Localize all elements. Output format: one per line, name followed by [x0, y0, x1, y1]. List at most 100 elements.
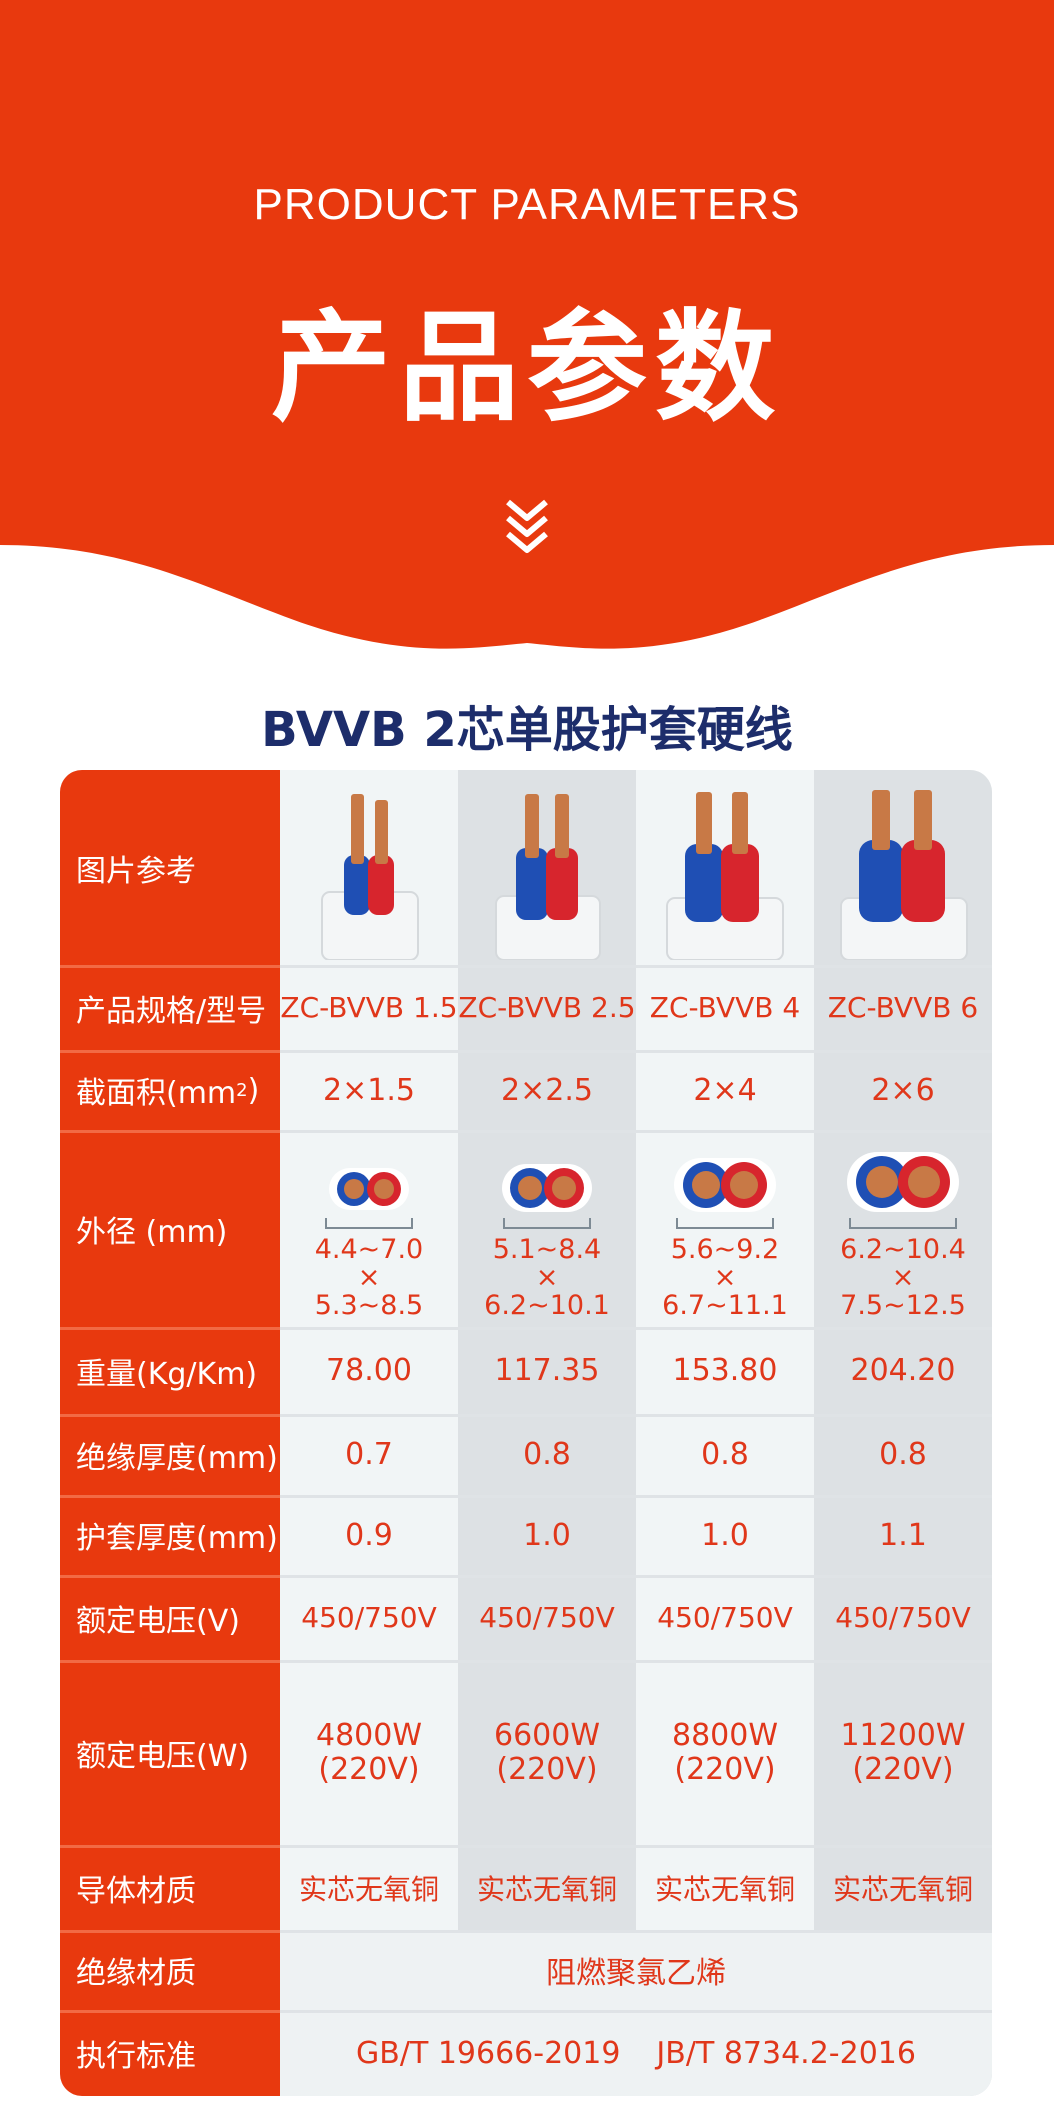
power-value: 8800W — [671, 1717, 778, 1753]
double-chevron-down-icon — [506, 499, 548, 553]
rowhead-divider — [60, 2010, 280, 2013]
diameter-range-b: 6.7~11.1 — [662, 1290, 788, 1321]
cable-cross-section-icon-4 — [847, 1152, 959, 1212]
spec-table: 图片参考 产品规格/型号 截面积(mm 2) 外径 (mm) 重量(Kg/Km) … — [60, 770, 992, 2096]
column-bg-1 — [280, 770, 458, 2096]
standard-jb: JB/T 8734.2-2016 — [656, 2035, 916, 2071]
conductor-cell: 实芯无氧铜 — [298, 1872, 439, 1906]
sheath-thickness-cell: 1.0 — [523, 1517, 571, 1553]
diameter-cell: 6.2~10.4 × 7.5~12.5 — [814, 1236, 992, 1320]
diameter-times: × — [535, 1262, 559, 1293]
power-cell: 11200W (220V) — [814, 1660, 992, 1845]
row-label-standard: 执行标准 — [60, 2010, 280, 2096]
dimension-bracket — [849, 1218, 957, 1229]
insulation-thickness-cell: 0.7 — [345, 1437, 393, 1472]
power-cell: 6600W (220V) — [458, 1660, 636, 1845]
model-cell: ZC-BVVB 1.5 — [280, 991, 458, 1024]
row-label-area-close: ) — [247, 1072, 260, 1108]
conductor-cell: 实芯无氧铜 — [476, 1872, 617, 1906]
rowhead-divider — [60, 1575, 280, 1578]
power-value: 4800W — [315, 1717, 422, 1753]
diameter-cell: 4.4~7.0 × 5.3~8.5 — [280, 1236, 458, 1320]
cable-cross-section-icon-2 — [502, 1164, 592, 1212]
rowhead-divider — [60, 965, 280, 968]
row-label-voltage: 额定电压(V) — [60, 1575, 280, 1660]
row-divider — [60, 1327, 992, 1330]
rowhead-divider — [60, 1495, 280, 1498]
voltage-cell: 450/750V — [657, 1601, 793, 1634]
standard-gb: GB/T 19666-2019 — [356, 2035, 621, 2071]
cable-image-1 — [321, 794, 419, 960]
model-cell: ZC-BVVB 2.5 — [458, 991, 636, 1024]
diameter-times: × — [713, 1262, 737, 1293]
row-label-power: 额定电压(W) — [60, 1660, 280, 1845]
row-label-conductor: 导体材质 — [60, 1845, 280, 1930]
diameter-times: × — [357, 1262, 381, 1293]
row-label-area-sup: 2 — [236, 1079, 248, 1101]
hero-title-en: PRODUCT PARAMETERS — [253, 180, 801, 229]
diameter-range-b: 6.2~10.1 — [484, 1290, 610, 1321]
cable-image-3 — [666, 792, 784, 960]
conductor-cell: 实芯无氧铜 — [654, 1872, 795, 1906]
diameter-range-b: 5.3~8.5 — [314, 1290, 424, 1321]
row-divider — [60, 1930, 992, 1933]
row-label-insulation-thickness: 绝缘厚度(mm) — [60, 1414, 280, 1495]
sheath-thickness-cell: 0.9 — [345, 1517, 393, 1553]
row-label-diameter: 外径 (mm) — [60, 1130, 280, 1327]
insulation-material-cell: 阻燃聚氯乙烯 — [546, 1956, 726, 1991]
rowhead-divider — [60, 1130, 280, 1133]
rowhead-divider — [60, 1050, 280, 1053]
row-divider — [60, 1575, 992, 1578]
model-cell: ZC-BVVB 4 — [649, 991, 801, 1024]
area-cell: 2×1.5 — [323, 1072, 415, 1108]
diameter-cell: 5.1~8.4 × 6.2~10.1 — [458, 1236, 636, 1320]
area-cell: 2×2.5 — [501, 1072, 593, 1108]
diameter-range-a: 5.6~9.2 — [670, 1234, 780, 1265]
power-value: 6600W — [493, 1717, 600, 1753]
power-voltage: (220V) — [496, 1751, 598, 1787]
cable-image-4 — [840, 790, 968, 960]
row-label-model: 产品规格/型号 — [60, 965, 280, 1050]
voltage-cell: 450/750V — [835, 1601, 971, 1634]
rowhead-divider — [60, 1845, 280, 1848]
cable-cross-section-icon-3 — [674, 1158, 776, 1212]
row-divider — [60, 1495, 992, 1498]
row-divider — [60, 2010, 992, 2013]
row-divider — [60, 1845, 992, 1848]
model-cell: ZC-BVVB 6 — [827, 991, 979, 1024]
power-voltage: (220V) — [852, 1751, 954, 1787]
dimension-bracket — [325, 1218, 413, 1229]
area-cell: 2×4 — [693, 1072, 757, 1108]
standard-cell: GB/T 19666-2019 JB/T 8734.2-2016 — [280, 2010, 992, 2096]
row-label-weight: 重量(Kg/Km) — [60, 1327, 280, 1414]
power-cell: 8800W (220V) — [636, 1660, 814, 1845]
hero-title-cn: 产品参数 — [271, 299, 783, 438]
area-cell: 2×6 — [871, 1072, 935, 1108]
hero-banner: PRODUCT PARAMETERS 产品参数 — [0, 0, 1054, 680]
row-label-insulation-material: 绝缘材质 — [60, 1930, 280, 2010]
product-title: BVVB 2芯单股护套硬线 — [261, 702, 793, 758]
column-bg-3 — [636, 770, 814, 2096]
sheath-thickness-cell: 1.0 — [701, 1517, 749, 1553]
rowhead-divider — [60, 1327, 280, 1330]
rowhead-divider — [60, 1930, 280, 1933]
row-label-area-text: 截面积(mm — [76, 1076, 237, 1111]
hero-background — [0, 0, 1054, 649]
power-value: 11200W — [840, 1717, 966, 1753]
diameter-cell: 5.6~9.2 × 6.7~11.1 — [636, 1236, 814, 1320]
merged-rows-bg — [280, 1930, 992, 2096]
column-bg-2 — [458, 770, 636, 2096]
insulation-thickness-cell: 0.8 — [701, 1437, 749, 1472]
cable-cross-section-icon-1 — [329, 1168, 409, 1210]
row-divider — [60, 965, 992, 968]
column-bg-4 — [814, 770, 992, 2096]
row-divider — [60, 1414, 992, 1417]
weight-cell: 78.00 — [326, 1353, 412, 1388]
weight-cell: 117.35 — [494, 1353, 600, 1388]
row-label-area: 截面积(mm 2) — [60, 1050, 280, 1130]
diameter-times: × — [891, 1262, 915, 1293]
voltage-cell: 450/750V — [301, 1601, 437, 1634]
power-cell: 4800W (220V) — [280, 1660, 458, 1845]
insulation-thickness-cell: 0.8 — [879, 1437, 927, 1472]
row-label-sheath-thickness: 护套厚度(mm) — [60, 1495, 280, 1575]
